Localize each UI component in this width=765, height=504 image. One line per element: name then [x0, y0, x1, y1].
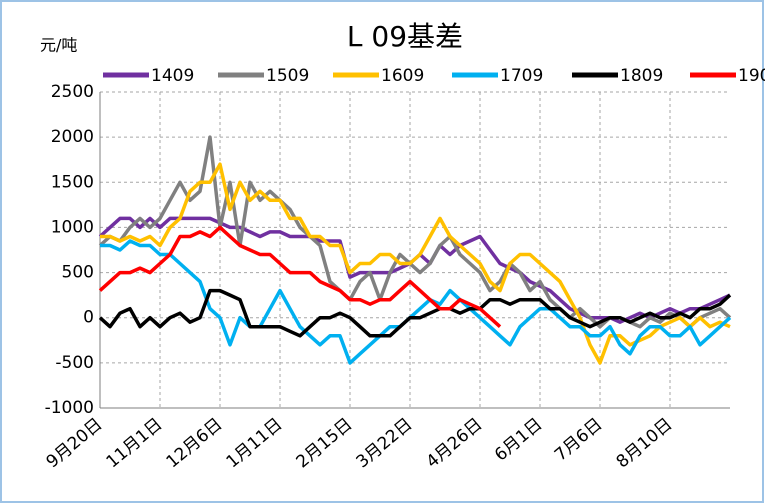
series-line — [98, 225, 502, 329]
legend-label: 1909 — [738, 66, 765, 86]
chart-title: L 09基差 — [347, 20, 463, 53]
y-tick-label: -500 — [55, 353, 94, 373]
series-line — [100, 162, 731, 365]
y-axis-label: 元/吨 — [40, 36, 77, 55]
y-tick-label: 2500 — [51, 82, 94, 102]
y-tick-label: 500 — [62, 263, 94, 283]
legend-label: 1609 — [381, 66, 424, 86]
y-tick-label: 0 — [83, 308, 94, 328]
y-tick-label: 1000 — [51, 217, 94, 237]
legend-label: 1809 — [620, 66, 663, 86]
series-line — [98, 288, 732, 338]
legend-label: 1409 — [151, 66, 194, 86]
y-tick-label: -1000 — [45, 398, 94, 418]
y-tick-label: 1500 — [51, 172, 94, 192]
y-tick-label: 2000 — [51, 127, 94, 147]
legend-label: 1509 — [266, 66, 309, 86]
legend-label: 1709 — [500, 66, 543, 86]
series-line — [100, 239, 732, 365]
